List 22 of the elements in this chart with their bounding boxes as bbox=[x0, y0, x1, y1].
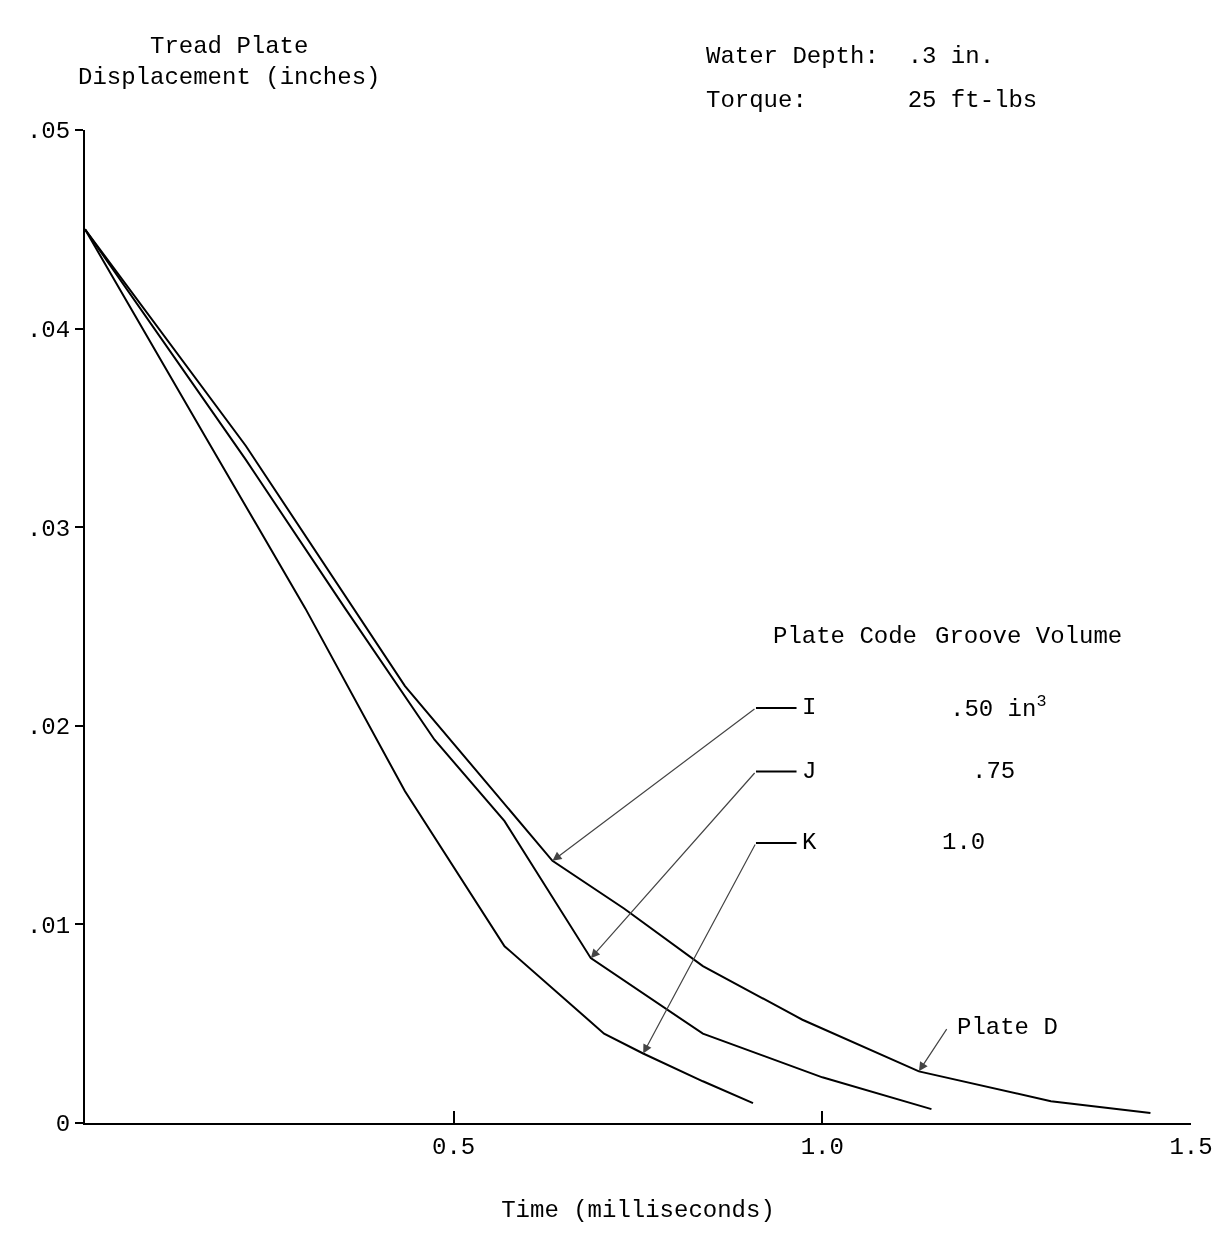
annotation: Plate D bbox=[957, 1014, 1058, 1041]
x-tick-label: 1.5 bbox=[1169, 1133, 1213, 1161]
chart-subtitle: Torque: 25 ft-lbs bbox=[706, 87, 1038, 114]
annotation: 1.0 bbox=[942, 829, 986, 856]
legend-label: K bbox=[802, 829, 817, 856]
annotation: .75 bbox=[972, 758, 1016, 785]
y-tick-label: .01 bbox=[26, 912, 71, 940]
x-tick-label: 1.0 bbox=[800, 1133, 844, 1161]
legend-label: J bbox=[802, 758, 817, 785]
chart-title: Water Depth: .3 in. bbox=[706, 43, 995, 70]
y-axis-title: Tread Plate Displacement (inches) bbox=[78, 33, 381, 92]
x-tick-label: 0.5 bbox=[432, 1133, 476, 1161]
annotation: Plate Code bbox=[773, 623, 918, 650]
y-tick-label: .05 bbox=[26, 118, 71, 146]
annotation: Groove Volume bbox=[935, 623, 1123, 650]
legend-label: I bbox=[802, 694, 817, 721]
y-tick-label: 0 bbox=[55, 1111, 71, 1139]
y-tick-label: .02 bbox=[26, 714, 71, 742]
x-axis-title: Time (milliseconds) bbox=[501, 1196, 775, 1224]
y-tick-label: .03 bbox=[26, 515, 71, 543]
y-tick-label: .04 bbox=[26, 317, 71, 344]
annotation: .50 in$^{3}$ bbox=[950, 692, 1047, 724]
